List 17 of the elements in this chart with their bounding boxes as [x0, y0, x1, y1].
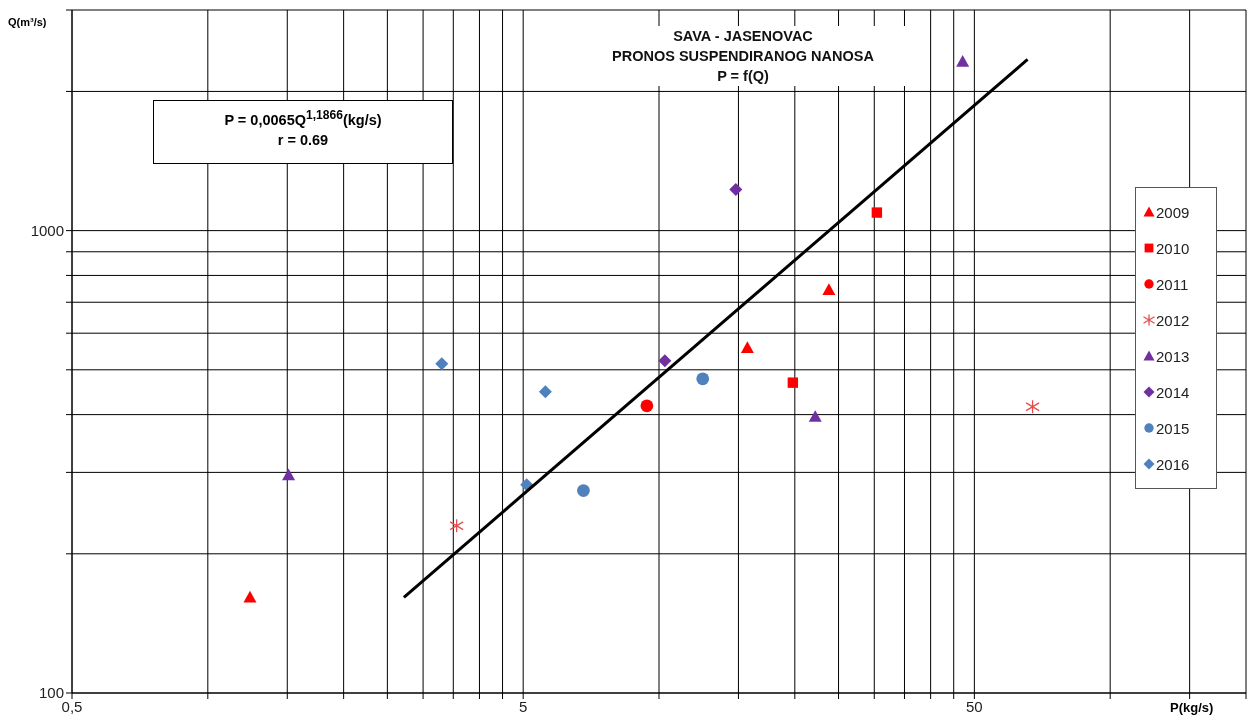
- legend-label: 2011: [1156, 275, 1189, 293]
- legend-label: 2014: [1156, 383, 1190, 401]
- equation-box: P = 0,0065Q$^{1,1866}$(kg/s) r = 0.69: [153, 100, 453, 164]
- legend-label: 2009: [1156, 203, 1190, 221]
- x-tick-label: 0,5: [61, 697, 83, 715]
- x-axis-title: P(kg/s): [1170, 700, 1214, 715]
- y-tick-label: 1000: [30, 221, 64, 239]
- legend-label: 2015: [1156, 419, 1190, 437]
- legend-label: 2016: [1156, 455, 1190, 473]
- legend-label: 2012: [1156, 311, 1190, 329]
- x-tick-label: 50: [966, 697, 983, 715]
- y-tick-label: 100: [38, 684, 64, 702]
- legend-label: 2013: [1156, 347, 1190, 365]
- y-axis-title: Q(m³/s): [8, 16, 47, 28]
- x-tick-label: 5: [519, 697, 528, 715]
- legend-label: 2010: [1156, 239, 1190, 257]
- annotation: P = 0,0065Q$^{1,1866}$(kg/s) r = 0.69: [223, 107, 383, 150]
